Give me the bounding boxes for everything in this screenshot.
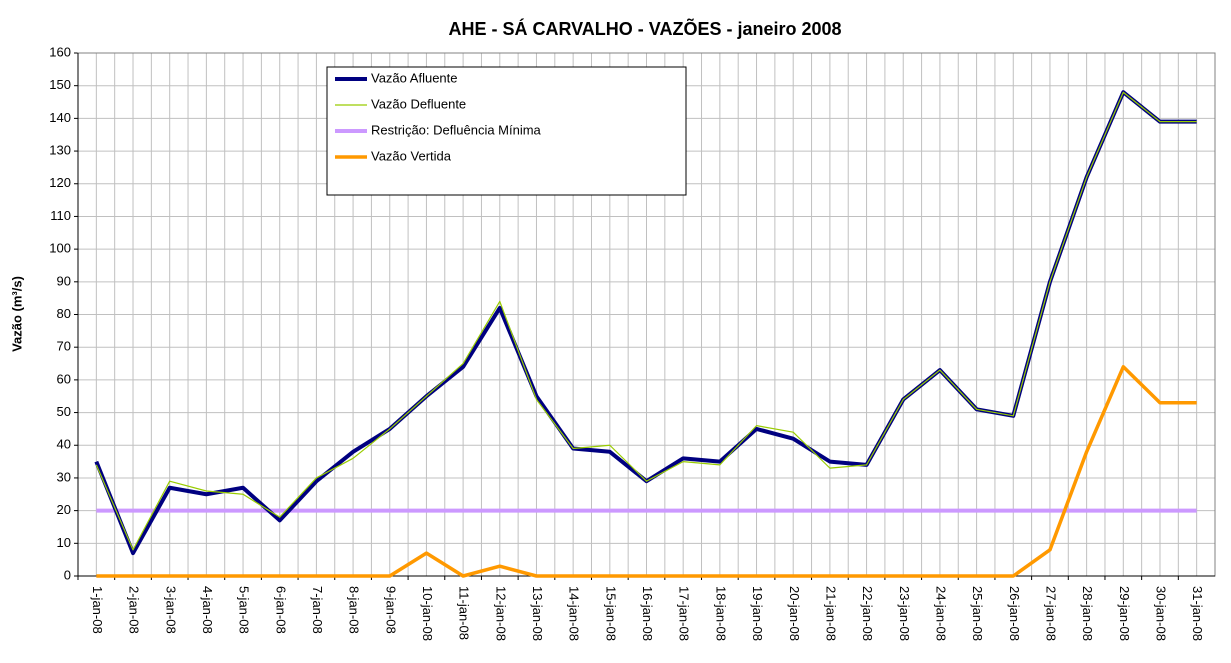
x-tick-label: 28-jan-08 (1080, 586, 1095, 641)
x-tick-label: 18-jan-08 (713, 586, 728, 641)
x-tick-label: 22-jan-08 (860, 586, 875, 641)
x-tick-label: 31-jan-08 (1190, 586, 1205, 641)
x-tick-label: 15-jan-08 (603, 586, 618, 641)
x-tick-label: 24-jan-08 (933, 586, 948, 641)
x-tick-label: 17-jan-08 (677, 586, 692, 641)
x-tick-label: 1-jan-08 (90, 586, 105, 634)
x-tick-label: 27-jan-08 (1044, 586, 1059, 641)
legend-label: Vazão Afluente (371, 70, 458, 85)
legend-label: Restrição: Defluência Mínima (371, 122, 542, 137)
y-tick-label: 160 (49, 44, 71, 59)
x-tick-label: 3-jan-08 (163, 586, 178, 634)
x-tick-label: 30-jan-08 (1154, 586, 1169, 641)
x-tick-label: 26-jan-08 (1007, 586, 1022, 641)
x-tick-label: 7-jan-08 (310, 586, 325, 634)
x-tick-label: 16-jan-08 (640, 586, 655, 641)
x-tick-label: 20-jan-08 (787, 586, 802, 641)
x-tick-label: 12-jan-08 (493, 586, 508, 641)
legend-label: Vazão Vertida (371, 148, 452, 163)
x-tick-label: 4-jan-08 (200, 586, 215, 634)
y-tick-label: 0 (64, 567, 71, 582)
legend-box (326, 66, 687, 196)
y-tick-label: 80 (57, 306, 71, 321)
x-tick-label: 23-jan-08 (897, 586, 912, 641)
x-tick-label: 2-jan-08 (127, 586, 142, 634)
y-tick-label: 50 (57, 404, 71, 419)
y-tick-label: 100 (49, 241, 71, 256)
y-tick-label: 150 (49, 77, 71, 92)
y-tick-label: 70 (57, 339, 71, 354)
x-tick-label: 5-jan-08 (237, 586, 252, 634)
x-tick-label: 21-jan-08 (823, 586, 838, 641)
y-tick-label: 120 (49, 175, 71, 190)
x-tick-label: 9-jan-08 (383, 586, 398, 634)
chart-title: AHE - SÁ CARVALHO - VAZÕES - janeiro 200… (448, 18, 841, 39)
x-tick-label: 10-jan-08 (420, 586, 435, 641)
y-tick-label: 110 (50, 208, 71, 223)
x-tick-label: 8-jan-08 (347, 586, 362, 634)
x-tick-label: 29-jan-08 (1117, 586, 1132, 641)
x-tick-label: 25-jan-08 (970, 586, 985, 641)
x-tick-label: 11-jan-08 (457, 586, 472, 640)
y-tick-label: 90 (57, 273, 71, 288)
y-tick-label: 140 (49, 110, 71, 125)
y-tick-label: 30 (57, 469, 71, 484)
x-tick-label: 14-jan-08 (567, 586, 582, 641)
x-tick-label: 13-jan-08 (530, 586, 545, 641)
y-tick-label: 130 (49, 143, 71, 158)
y-tick-label: 40 (57, 437, 71, 452)
x-tick-label: 6-jan-08 (273, 586, 288, 634)
y-tick-label: 20 (57, 502, 71, 517)
x-tick-label: 19-jan-08 (750, 586, 765, 641)
y-tick-label: 10 (57, 535, 71, 550)
series-line (96, 365, 1197, 578)
series-line (95, 91, 1197, 551)
y-tick-label: 60 (57, 371, 71, 386)
legend-label: Vazão Defluente (371, 96, 466, 111)
y-axis-label: Vazão (m³/s) (9, 276, 24, 352)
